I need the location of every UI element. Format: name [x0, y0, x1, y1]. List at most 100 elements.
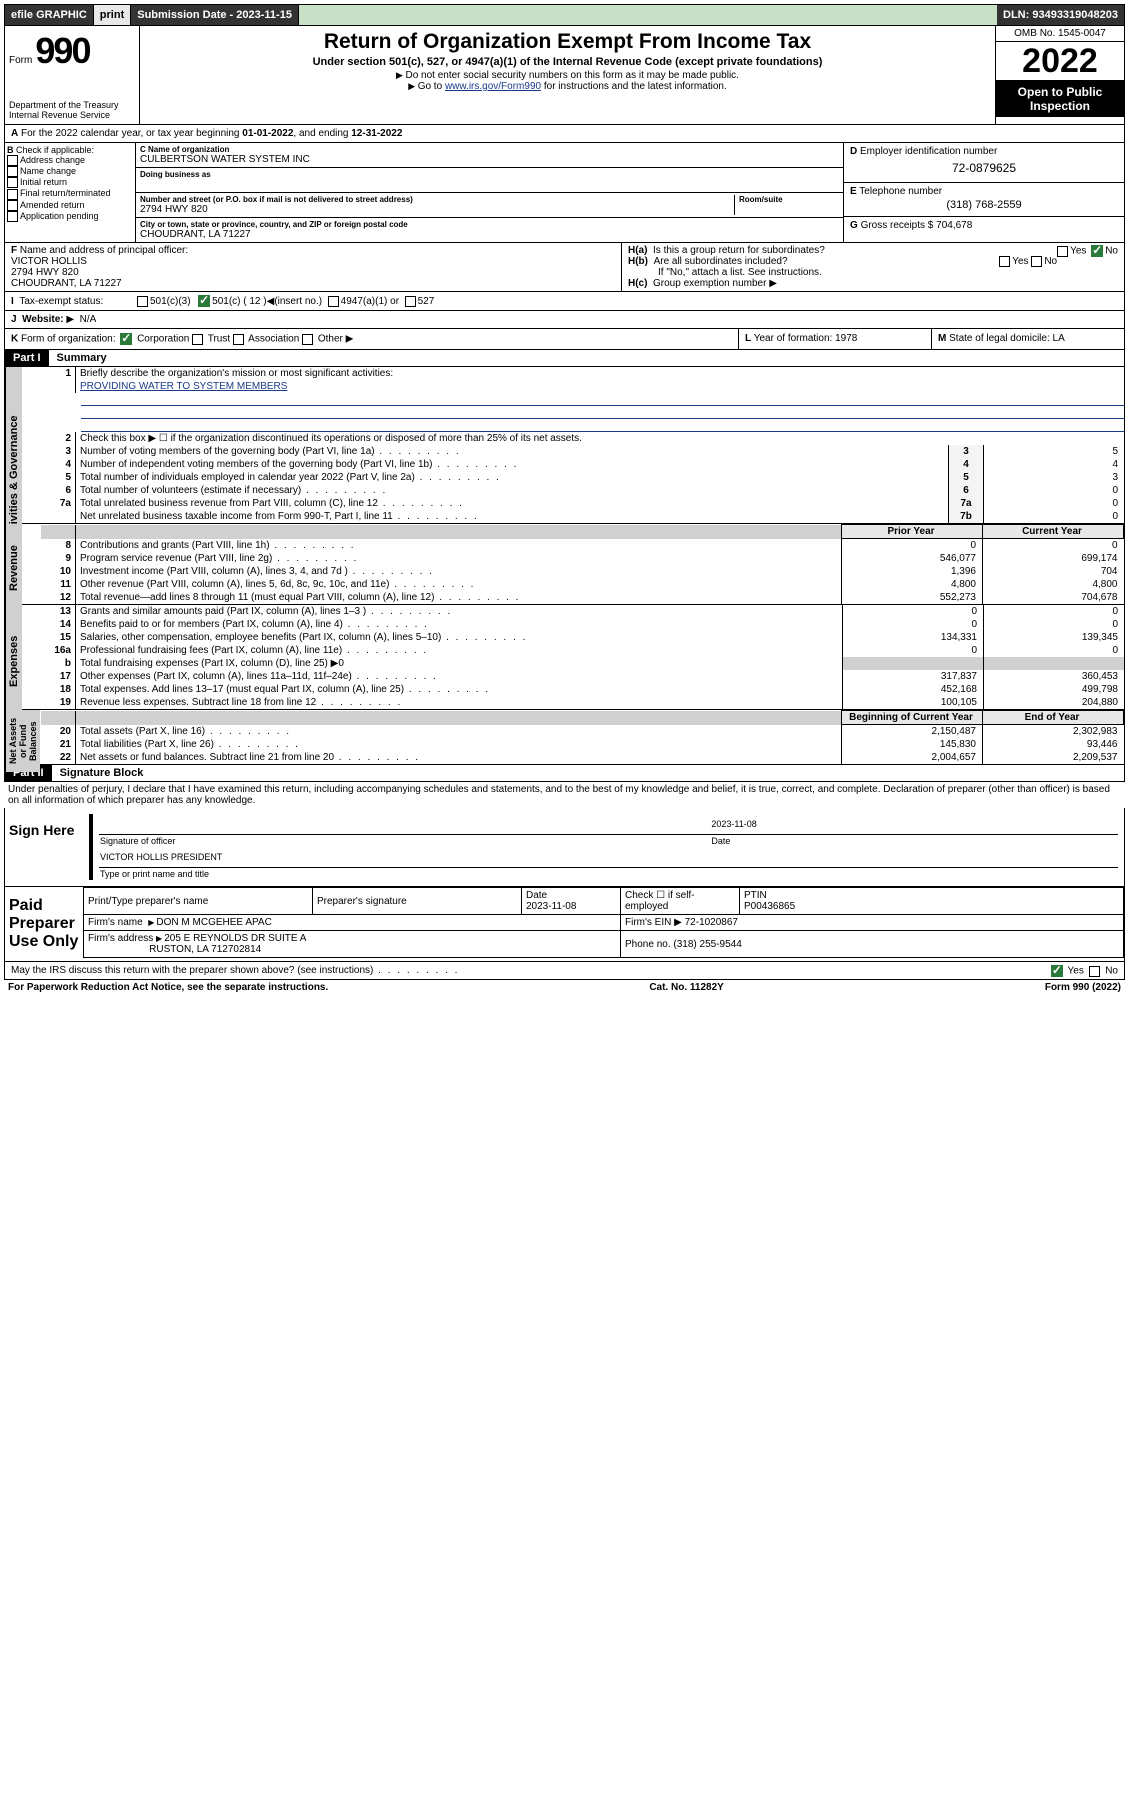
dept-label: Department of the Treasury Internal Reve…	[9, 100, 135, 120]
chk-pending[interactable]	[7, 211, 18, 222]
sig-date: 2023-11-08	[710, 814, 1118, 835]
note-link: Go to www.irs.gov/Form990 for instructio…	[148, 81, 987, 92]
self-employed-check[interactable]: Check ☐ if self-employed	[621, 888, 740, 915]
expense-row: 16aProfessional fundraising fees (Part I…	[41, 644, 1124, 657]
chk-501c[interactable]	[198, 295, 210, 307]
prep-date: 2023-11-08	[526, 901, 576, 912]
netassets-row: 21Total liabilities (Part X, line 26)145…	[41, 738, 1124, 751]
expense-row: 14Benefits paid to or for members (Part …	[41, 618, 1124, 631]
form-header: Form 990 Department of the Treasury Inte…	[4, 26, 1125, 125]
note-ssn: Do not enter social security numbers on …	[148, 70, 987, 81]
officer-block: F Name and address of principal officer:…	[4, 243, 1125, 292]
chk-corp[interactable]	[120, 333, 132, 345]
part1-body: Activities & Governance 1Briefly describ…	[4, 367, 1125, 524]
perjury-declaration: Under penalties of perjury, I declare th…	[4, 782, 1125, 808]
firm-addr: 205 E REYNOLDS DR SUITE A	[164, 933, 306, 944]
tab-netassets: Net Assets or Fund Balances	[5, 710, 40, 772]
paid-preparer-label: Paid Preparer Use Only	[5, 887, 83, 961]
domicile: LA	[1053, 333, 1065, 344]
org-name: CULBERTSON WATER SYSTEM INC	[140, 154, 839, 165]
tab-revenue: Revenue	[5, 524, 22, 612]
form-prefix: Form	[9, 55, 32, 66]
gov-row: 7aTotal unrelated business revenue from …	[41, 497, 1124, 510]
revenue-row: 11Other revenue (Part VIII, column (A), …	[41, 578, 1124, 591]
efile-button[interactable]: efile GRAPHIC	[5, 5, 94, 25]
part2-header: Part IISignature Block	[4, 765, 1125, 782]
sign-here-block: Sign Here 2023-11-08 Signature of office…	[4, 808, 1125, 887]
open-inspection: Open to Public Inspection	[996, 81, 1124, 117]
firm-ein: 72-1020867	[685, 917, 738, 928]
form-number: 990	[35, 30, 89, 71]
col-b-checkboxes: B Check if applicable: Address change Na…	[5, 143, 136, 242]
expense-row: 13Grants and similar amounts paid (Part …	[41, 605, 1124, 618]
gov-row: 4Number of independent voting members of…	[41, 458, 1124, 471]
top-bar: efile GRAPHIC print Submission Date - 20…	[4, 4, 1125, 26]
chk-4947[interactable]	[328, 296, 339, 307]
mission: PROVIDING WATER TO SYSTEM MEMBERS	[76, 380, 1125, 393]
tax-status-row: I Tax-exempt status: 501(c)(3) 501(c) ( …	[4, 292, 1125, 311]
discuss-yes[interactable]	[1051, 965, 1063, 977]
expense-row: 15Salaries, other compensation, employee…	[41, 631, 1124, 644]
netassets-section: Net Assets or Fund Balances Beginning of…	[4, 710, 1125, 765]
expense-row: 17Other expenses (Part IX, column (A), l…	[41, 670, 1124, 683]
netassets-row: 20Total assets (Part X, line 16)2,150,48…	[41, 725, 1124, 739]
chk-name[interactable]	[7, 166, 18, 177]
officer-signed: VICTOR HOLLIS PRESIDENT	[99, 847, 1118, 868]
page-footer: For Paperwork Reduction Act Notice, see …	[4, 980, 1125, 995]
part1-header: Part ISummary	[4, 350, 1125, 367]
gov-row: Net unrelated business taxable income fr…	[41, 510, 1124, 523]
submission-date: Submission Date - 2023-11-15	[131, 5, 299, 25]
tab-expenses: Expenses	[5, 605, 22, 717]
form-org-row: K Form of organization: Corporation Trus…	[4, 329, 1125, 350]
gov-row: 3Number of voting members of the governi…	[41, 445, 1124, 458]
hb-yes[interactable]	[999, 256, 1010, 267]
expenses-section: Expenses 13Grants and similar amounts pa…	[4, 605, 1125, 710]
year-formation: 1978	[835, 333, 857, 344]
sign-here-label: Sign Here	[5, 808, 83, 886]
officer-name: VICTOR HOLLIS	[11, 256, 87, 267]
revenue-row: 12Total revenue—add lines 8 through 11 (…	[41, 591, 1124, 604]
entity-block: B Check if applicable: Address change Na…	[4, 143, 1125, 243]
revenue-row: 10Investment income (Part VIII, column (…	[41, 565, 1124, 578]
ptin: P00436865	[744, 901, 795, 912]
chk-final[interactable]	[7, 189, 18, 200]
hb-no[interactable]	[1031, 256, 1042, 267]
revenue-row: 9Program service revenue (Part VIII, lin…	[41, 552, 1124, 565]
chk-527[interactable]	[405, 296, 416, 307]
expense-row: 19Revenue less expenses. Subtract line 1…	[41, 696, 1124, 709]
netassets-row: 22Net assets or fund balances. Subtract …	[41, 751, 1124, 764]
form-title: Return of Organization Exempt From Incom…	[148, 30, 987, 54]
irs-link[interactable]: www.irs.gov/Form990	[445, 81, 541, 92]
gross-receipts: 704,678	[936, 220, 972, 231]
expense-row: bTotal fundraising expenses (Part IX, co…	[41, 657, 1124, 670]
chk-amended[interactable]	[7, 200, 18, 211]
firm-name: DON M MCGEHEE APAC	[156, 917, 271, 928]
gov-row: 5Total number of individuals employed in…	[41, 471, 1124, 484]
omb-number: OMB No. 1545-0047	[996, 26, 1124, 42]
revenue-row: 8Contributions and grants (Part VIII, li…	[41, 539, 1124, 553]
chk-assoc[interactable]	[233, 334, 244, 345]
line-a: A For the 2022 calendar year, or tax yea…	[4, 125, 1125, 143]
tax-year: 2022	[996, 42, 1124, 81]
website: N/A	[80, 314, 97, 325]
paid-preparer-block: Paid Preparer Use Only Print/Type prepar…	[4, 887, 1125, 962]
firm-phone: (318) 255-9544	[673, 939, 741, 950]
org-address: 2794 HWY 820	[140, 204, 734, 215]
ein: 72-0879625	[850, 157, 1118, 179]
org-city: CHOUDRANT, LA 71227	[140, 229, 408, 240]
telephone: (318) 768-2559	[850, 197, 1118, 213]
expense-row: 18Total expenses. Add lines 13–17 (must …	[41, 683, 1124, 696]
revenue-section: Revenue Prior YearCurrent Year 8Contribu…	[4, 524, 1125, 605]
chk-other[interactable]	[302, 334, 313, 345]
dln: DLN: 93493319048203	[997, 5, 1124, 25]
ha-yes[interactable]	[1057, 246, 1068, 257]
chk-initial[interactable]	[7, 177, 18, 188]
chk-address[interactable]	[7, 155, 18, 166]
website-row: J Website: ▶ N/A	[4, 311, 1125, 329]
discuss-no[interactable]	[1089, 966, 1100, 977]
ha-no[interactable]	[1091, 245, 1103, 257]
chk-501c3[interactable]	[137, 296, 148, 307]
print-button[interactable]: print	[94, 5, 131, 25]
chk-trust[interactable]	[192, 334, 203, 345]
gov-row: 6Total number of volunteers (estimate if…	[41, 484, 1124, 497]
